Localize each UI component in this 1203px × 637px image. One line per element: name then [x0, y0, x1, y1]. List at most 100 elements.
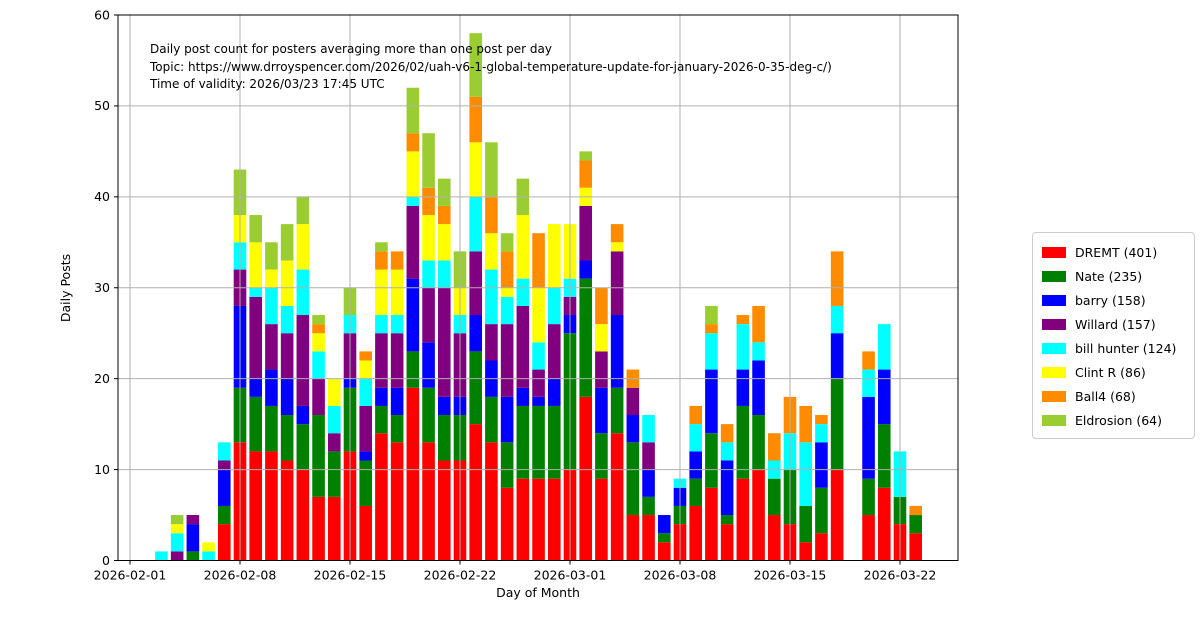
bar-segment — [406, 87, 420, 134]
bar-segment — [390, 415, 404, 443]
bar-segment — [422, 342, 435, 388]
bar-segment — [280, 260, 294, 306]
bar-segment — [312, 351, 325, 379]
bar-segment — [359, 405, 373, 452]
bar-segment — [720, 524, 734, 561]
bar-segment — [579, 278, 593, 397]
annotation-line-2: Topic: https://www.drroyspencer.com/2026… — [150, 59, 832, 74]
bar-segment — [406, 351, 420, 388]
bar-segment — [406, 278, 420, 352]
legend-label: barry (158) — [1075, 292, 1146, 308]
bar-segment — [516, 215, 530, 279]
legend-swatch — [1042, 342, 1066, 354]
bar-segment — [359, 451, 373, 461]
bar-segment — [485, 396, 498, 443]
bar-segment — [485, 196, 498, 234]
bar-segment — [689, 478, 702, 506]
bar-segment — [249, 378, 263, 397]
bar-segment — [327, 496, 341, 561]
legend-item: barry (158) — [1042, 288, 1185, 312]
bar-segment — [720, 460, 734, 516]
bar-segment — [296, 424, 310, 470]
bar-segment — [500, 442, 514, 488]
legend-item: DREMT (401) — [1042, 240, 1185, 264]
bar-segment — [249, 287, 263, 297]
chart-annotation: Daily post count for posters averaging m… — [150, 41, 832, 94]
bar-segment — [705, 487, 718, 561]
bar-segment — [532, 287, 545, 343]
bar-segment — [217, 460, 231, 470]
bar-segment — [280, 333, 294, 379]
bar-segment — [642, 442, 655, 470]
bar-segment — [877, 369, 891, 425]
bar-segment — [877, 424, 891, 488]
x-tick-label: 2026-02-08 — [204, 568, 277, 583]
bar-segment — [265, 269, 278, 288]
bar-segment — [186, 551, 200, 561]
legend-swatch — [1042, 246, 1066, 258]
bar-segment — [437, 224, 451, 261]
bar-segment — [532, 396, 545, 406]
bar-segment — [830, 469, 844, 561]
bar-segment — [736, 478, 750, 561]
bar-segment — [516, 405, 530, 479]
legend-swatch — [1042, 294, 1066, 306]
x-tick-label: 2026-03-22 — [864, 568, 937, 583]
bar-segment — [296, 224, 310, 270]
bar-segment — [909, 505, 922, 516]
bar-segment — [642, 515, 655, 561]
bar-segment — [437, 205, 451, 225]
bar-segment — [422, 287, 435, 343]
bar-segment — [249, 242, 263, 288]
bar-segment — [359, 378, 373, 406]
bar-segment — [830, 333, 844, 379]
bar-segment — [422, 387, 435, 443]
legend-item: Ball4 (68) — [1042, 384, 1185, 408]
bar-segment — [516, 278, 530, 306]
bar-segment — [862, 351, 875, 370]
bar-segment — [359, 460, 373, 506]
bar-segment — [500, 324, 514, 397]
bar-segment — [265, 287, 278, 325]
bar-segment — [422, 187, 435, 216]
bar-segment — [265, 242, 278, 270]
bar-segment — [862, 369, 875, 397]
bar-segment — [909, 515, 922, 534]
bar-segment — [155, 551, 168, 561]
bar-segment — [327, 405, 341, 434]
bar-segment — [815, 415, 828, 425]
bar-segment — [265, 369, 278, 406]
bar-segment — [610, 433, 624, 561]
legend-label: DREMT (401) — [1075, 244, 1158, 260]
bar-segment — [705, 433, 718, 488]
legend-swatch — [1042, 414, 1066, 426]
legend: DREMT (401) Nate (235) barry (158) Willard … — [1032, 232, 1195, 439]
legend-label: Clint R (86) — [1075, 364, 1146, 380]
bar-segment — [579, 396, 593, 561]
bar-segment — [359, 351, 373, 361]
bar-segment — [437, 396, 451, 416]
bar-segment — [312, 333, 325, 352]
bar-segment — [547, 478, 561, 561]
bar-segment — [689, 451, 702, 479]
y-tick-label: 0 — [102, 553, 110, 568]
bar-segment — [610, 251, 624, 316]
bar-segment — [217, 469, 231, 506]
legend-item: Clint R (86) — [1042, 360, 1185, 384]
bar-segment — [500, 287, 514, 297]
bar-segment — [705, 324, 718, 334]
bar-segment — [437, 287, 451, 397]
bar-segment — [469, 315, 483, 352]
bar-segment — [736, 369, 750, 406]
bar-segment — [469, 251, 483, 316]
bar-segment — [312, 496, 325, 561]
bar-segment — [516, 305, 530, 388]
bar-segment — [469, 96, 483, 143]
bar-segment — [500, 487, 514, 561]
legend-item: bill hunter (124) — [1042, 336, 1185, 360]
bar-segment — [265, 324, 278, 370]
bar-segment — [296, 196, 310, 225]
x-tick-label: 2026-02-22 — [424, 568, 497, 583]
legend-label: Willard (157) — [1075, 316, 1156, 332]
